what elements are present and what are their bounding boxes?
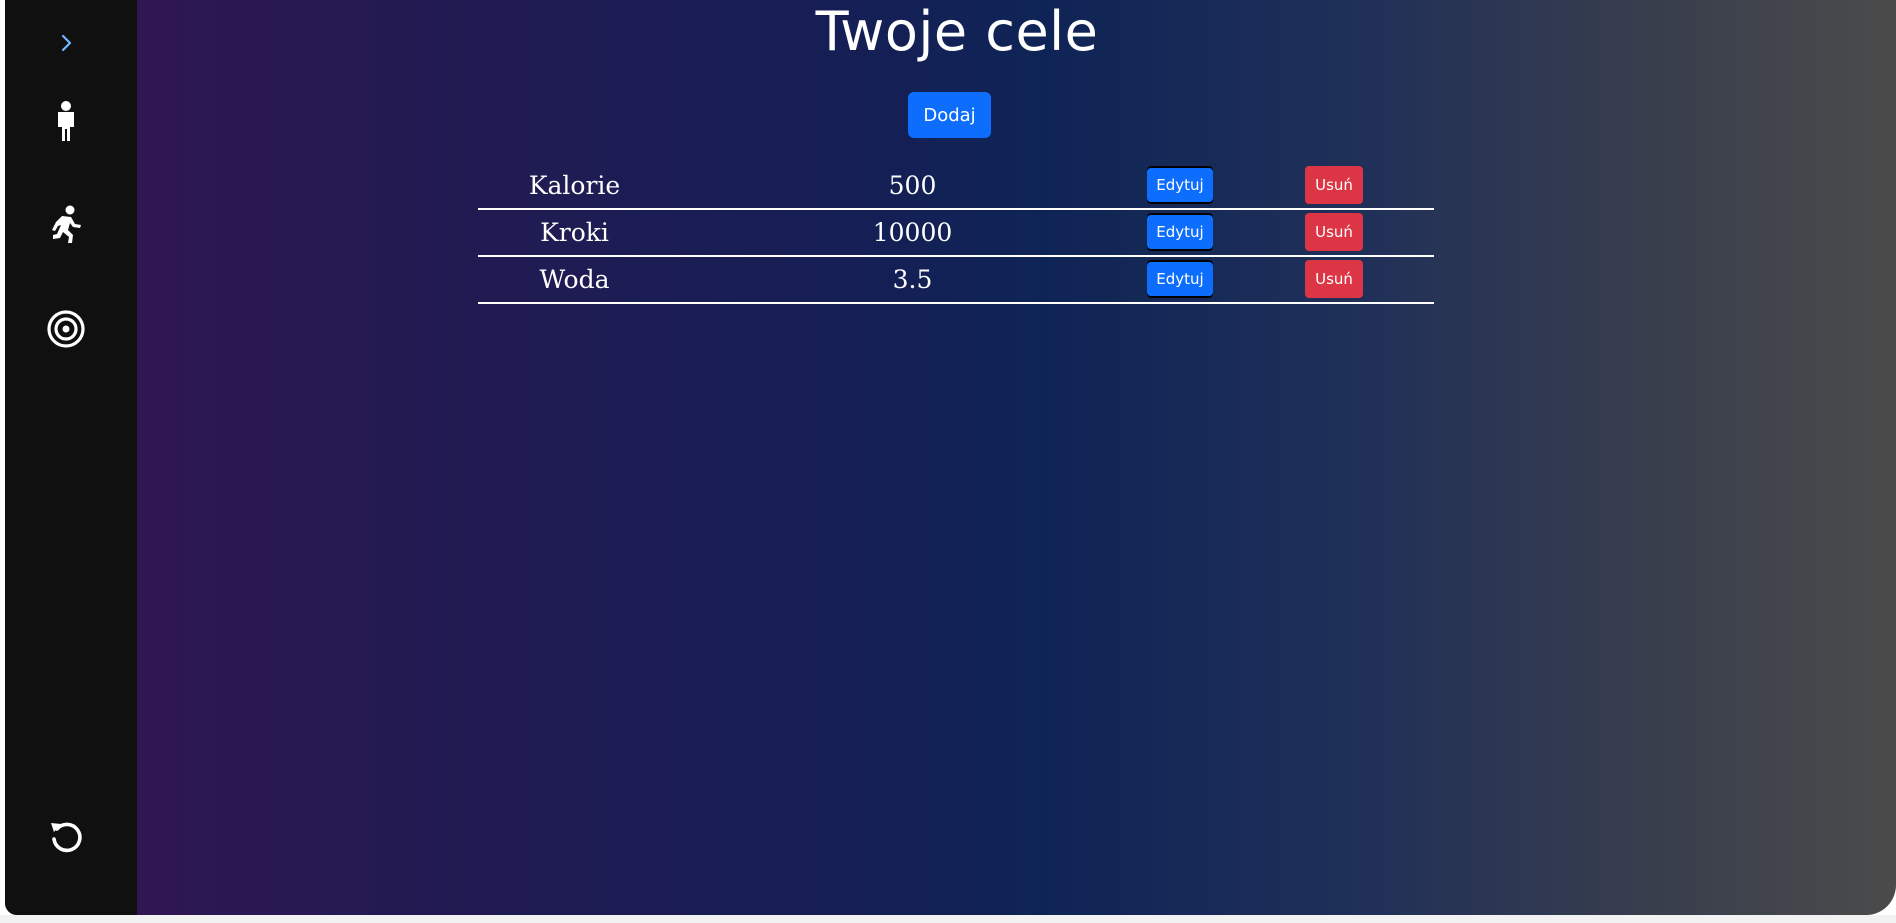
goal-value: 3.5	[892, 265, 933, 294]
goal-name: Kroki	[540, 218, 609, 247]
window-bottom-edge	[0, 915, 1896, 923]
table-row: Kroki 10000 Edytuj Usuń	[478, 210, 1434, 257]
sidebar-item-activity[interactable]	[37, 196, 95, 254]
goal-value: 500	[888, 171, 937, 200]
undo-icon	[51, 822, 82, 853]
goal-name: Woda	[539, 265, 610, 294]
target-icon	[47, 310, 85, 348]
sidebar-item-profile[interactable]	[37, 92, 95, 150]
edit-goal-button[interactable]: Edytuj	[1147, 166, 1213, 204]
running-person-icon	[52, 205, 81, 243]
edit-goal-button[interactable]: Edytuj	[1147, 260, 1213, 298]
goal-name: Kalorie	[528, 171, 621, 200]
goals-table: Kalorie 500 Edytuj Usuń Kroki 10000 Edyt…	[478, 163, 1434, 304]
sidebar-expand-button[interactable]	[37, 14, 95, 72]
sidebar-item-goals[interactable]	[37, 300, 95, 358]
main-content: Twoje cele Dodaj Kalorie 500 Edytuj Usuń…	[137, 0, 1896, 915]
delete-goal-button[interactable]: Usuń	[1305, 213, 1363, 251]
delete-goal-button[interactable]: Usuń	[1305, 260, 1363, 298]
chevron-right-icon	[61, 34, 72, 52]
sidebar-reset-button[interactable]	[37, 808, 95, 866]
edit-goal-button[interactable]: Edytuj	[1147, 213, 1213, 251]
sidebar	[5, 0, 137, 915]
page-title: Twoje cele	[815, 0, 1099, 63]
delete-goal-button[interactable]: Usuń	[1305, 166, 1363, 204]
person-icon	[58, 101, 74, 141]
goal-value: 10000	[872, 218, 953, 247]
table-row: Woda 3.5 Edytuj Usuń	[478, 257, 1434, 304]
add-goal-button[interactable]: Dodaj	[908, 92, 991, 138]
table-row: Kalorie 500 Edytuj Usuń	[478, 163, 1434, 210]
app-window: Twoje cele Dodaj Kalorie 500 Edytuj Usuń…	[5, 0, 1896, 915]
